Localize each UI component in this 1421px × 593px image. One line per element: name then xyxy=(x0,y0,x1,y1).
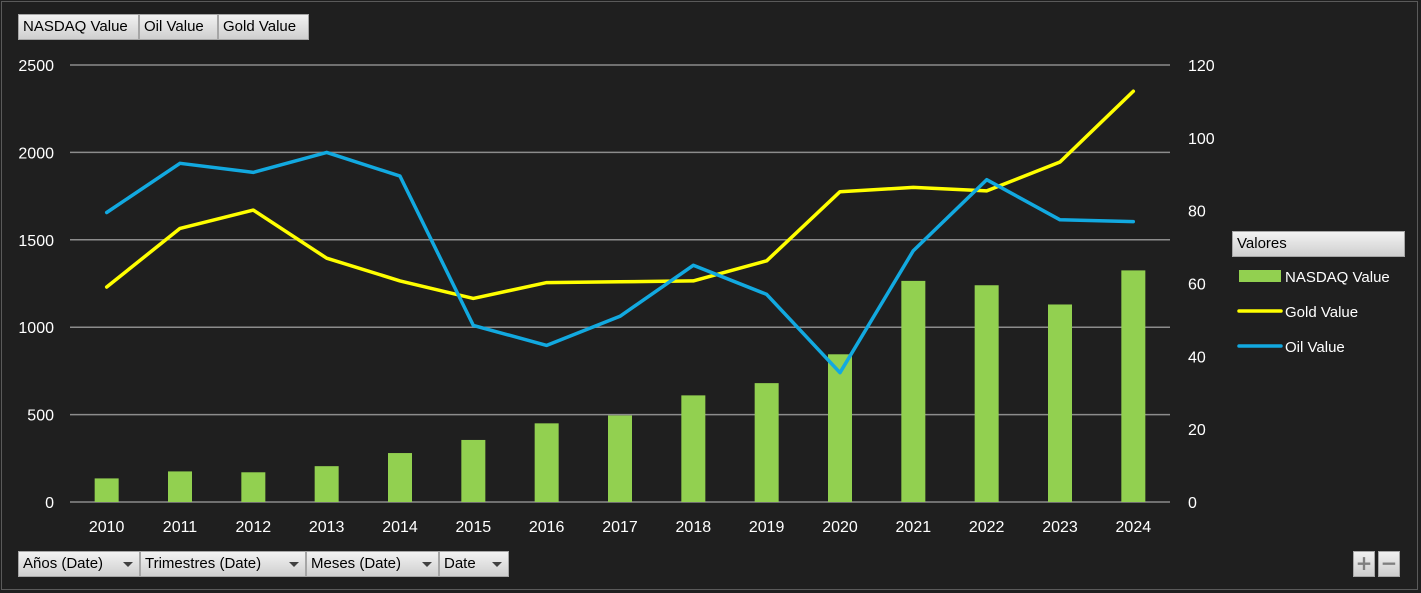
x-tick-label: 2014 xyxy=(382,519,418,536)
field-button-nasdaq-value[interactable]: NASDAQ Value xyxy=(18,14,139,40)
legend-label-oil-value: Oil Value xyxy=(1285,339,1345,356)
y-left-tick-label: 1000 xyxy=(18,320,54,337)
y-right-tick-label: 20 xyxy=(1188,422,1206,439)
bar-nasdaq xyxy=(94,478,119,502)
x-tick-label: 2010 xyxy=(89,519,125,536)
x-tick-label: 2011 xyxy=(163,519,198,536)
field-button-oil-value[interactable]: Oil Value xyxy=(139,14,218,40)
plus-icon: + xyxy=(1355,551,1373,575)
x-tick-label: 2023 xyxy=(1042,519,1078,536)
x-tick-label: 2015 xyxy=(456,519,492,536)
x-tick-label: 2012 xyxy=(236,519,272,536)
x-tick-label: 2024 xyxy=(1116,519,1152,536)
legend-swatch-nasdaq-value xyxy=(1239,270,1281,282)
legend-label-nasdaq-value: NASDAQ Value xyxy=(1285,269,1390,286)
chevron-down-icon xyxy=(289,562,299,567)
bar-nasdaq xyxy=(461,439,486,502)
y-right-tick-label: 80 xyxy=(1188,204,1206,221)
bar-nasdaq xyxy=(1048,304,1072,502)
legend-title: Valores xyxy=(1232,231,1405,257)
axis-button-label: Date xyxy=(444,555,476,572)
bar-nasdaq xyxy=(1121,270,1146,502)
axis-button-years[interactable]: Años (Date) xyxy=(18,551,140,577)
field-button-label: NASDAQ Value xyxy=(23,18,128,35)
minus-icon: − xyxy=(1380,551,1398,575)
y-left-tick-label: 2000 xyxy=(18,145,54,162)
bar-nasdaq xyxy=(681,395,706,502)
y-right-tick-label: 100 xyxy=(1188,131,1215,148)
y-right-tick-label: 120 xyxy=(1188,58,1215,75)
axis-button-label: Años (Date) xyxy=(23,555,104,572)
y-right-tick-label: 40 xyxy=(1188,349,1206,366)
y-left-tick-label: 0 xyxy=(45,495,54,512)
field-button-label: Oil Value xyxy=(144,18,204,35)
y-right-tick-label: 60 xyxy=(1188,277,1206,294)
field-button-gold-value[interactable]: Gold Value xyxy=(218,14,309,40)
axis-button-label: Meses (Date) xyxy=(311,555,402,572)
expand-button[interactable]: + xyxy=(1353,551,1375,577)
y-left-tick-label: 2500 xyxy=(18,58,54,75)
legend-title-text: Valores xyxy=(1237,235,1287,252)
x-tick-label: 2021 xyxy=(896,519,932,536)
y-right-tick-label: 0 xyxy=(1188,495,1197,512)
bar-nasdaq xyxy=(241,472,266,502)
series-line-oil-value xyxy=(104,150,1136,375)
y-left-tick-label: 1500 xyxy=(18,233,54,250)
chevron-down-icon xyxy=(123,562,133,567)
field-button-label: Gold Value xyxy=(223,18,297,35)
y-left-tick-label: 500 xyxy=(27,408,54,425)
bar-nasdaq xyxy=(534,423,559,502)
bar-nasdaq xyxy=(974,285,999,502)
axis-button-label: Trimestres (Date) xyxy=(145,555,262,572)
bar-nasdaq xyxy=(608,415,632,502)
chevron-down-icon xyxy=(492,562,502,567)
x-tick-label: 2019 xyxy=(749,519,785,536)
axis-button-date[interactable]: Date xyxy=(439,551,509,577)
x-tick-label: 2020 xyxy=(822,519,858,536)
axis-button-quarters[interactable]: Trimestres (Date) xyxy=(140,551,306,577)
collapse-button[interactable]: − xyxy=(1378,551,1400,577)
bar-nasdaq xyxy=(314,466,339,502)
bar-nasdaq xyxy=(388,453,412,502)
legend-label-gold-value: Gold Value xyxy=(1285,304,1358,321)
x-tick-label: 2016 xyxy=(529,519,565,536)
series-line-gold-value xyxy=(104,89,1136,301)
x-tick-label: 2022 xyxy=(969,519,1005,536)
bar-nasdaq xyxy=(754,383,779,502)
bar-nasdaq xyxy=(168,471,192,502)
x-tick-label: 2017 xyxy=(602,519,638,536)
x-tick-label: 2018 xyxy=(676,519,712,536)
axis-button-months[interactable]: Meses (Date) xyxy=(306,551,439,577)
x-tick-label: 2013 xyxy=(309,519,345,536)
bar-nasdaq xyxy=(828,354,852,502)
bar-nasdaq xyxy=(901,280,926,502)
chevron-down-icon xyxy=(422,562,432,567)
